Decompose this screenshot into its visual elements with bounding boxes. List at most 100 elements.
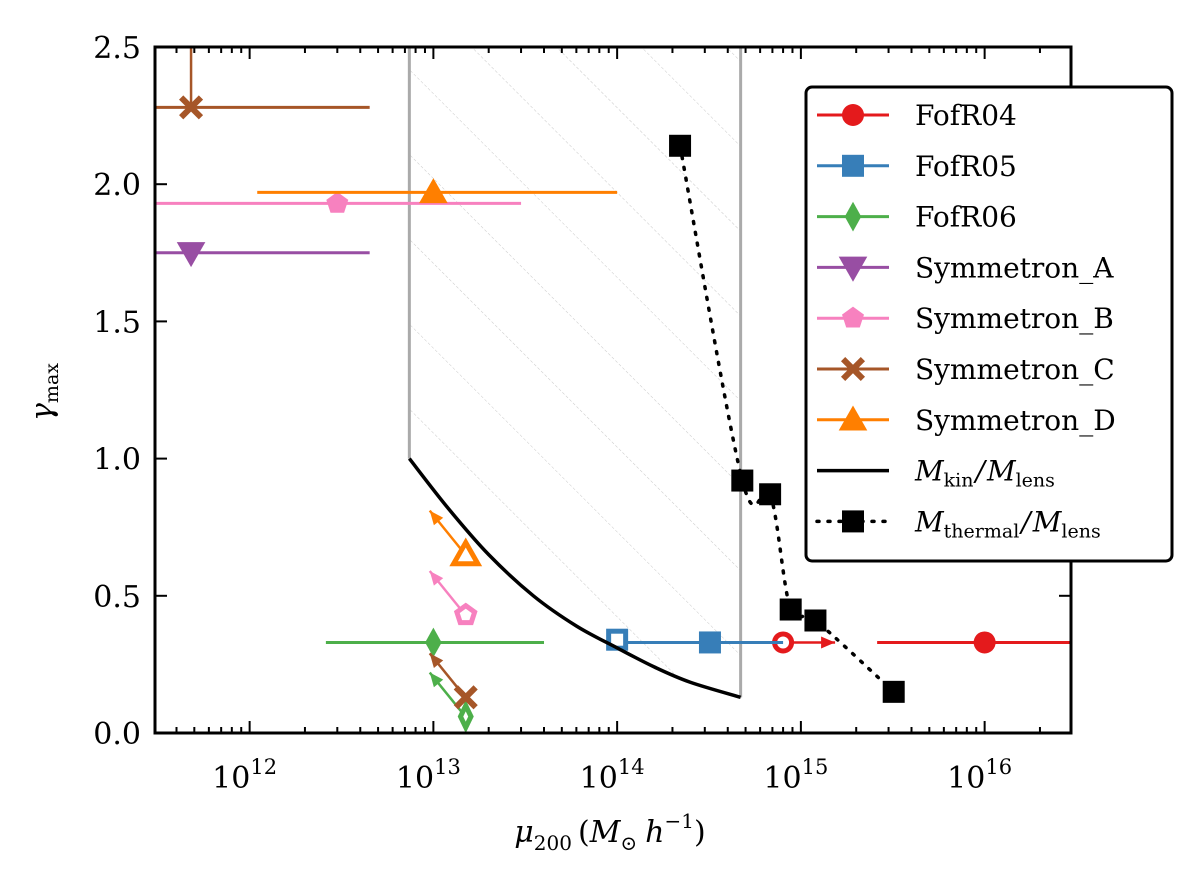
series-symmetron-b xyxy=(155,191,522,626)
legend-marker xyxy=(838,256,868,282)
legend-label-main2: M xyxy=(1032,505,1063,538)
legend-marker xyxy=(844,201,862,232)
legend-item: Symmetron_C xyxy=(817,353,1115,386)
legend-item: Symmetron_A xyxy=(817,251,1114,284)
legend-label: FofR05 xyxy=(915,150,1017,183)
y-tick-label: 1.0 xyxy=(93,443,141,478)
data-point xyxy=(453,602,478,626)
series-fofr05 xyxy=(606,628,784,654)
x-axis-label: μ200 (M⊙ h−1) xyxy=(514,809,705,855)
legend-item: FofR05 xyxy=(817,150,1017,183)
x-tick-exponent: 16 xyxy=(985,755,1012,779)
y-tick-label: 0.5 xyxy=(93,580,141,615)
x-tick-label: 1015 xyxy=(763,755,828,796)
legend-item: Mkin/Mlens xyxy=(817,455,1055,492)
series-fofr06 xyxy=(325,627,545,733)
arrow-head xyxy=(429,571,444,586)
data-point xyxy=(973,631,996,654)
y-tick-label: 2.5 xyxy=(93,31,141,66)
legend-marker xyxy=(842,104,864,126)
x-tick-exponent: 15 xyxy=(802,755,829,779)
legend-item: Symmetron_D xyxy=(817,404,1116,437)
arrow-up xyxy=(185,29,197,108)
x-tick-exponent: 13 xyxy=(434,755,461,779)
legend-label: Symmetron_D xyxy=(915,404,1116,437)
thermal-point xyxy=(731,469,754,492)
x-label-symbol: μ xyxy=(514,815,534,850)
x-tick-base: 10 xyxy=(396,761,434,796)
arrow-head xyxy=(429,672,444,688)
arrow-head xyxy=(429,653,444,668)
x-tick-label: 1013 xyxy=(396,755,461,796)
x-tick-base: 10 xyxy=(212,761,250,796)
y-axis-title: γmax xyxy=(25,363,63,421)
legend-label-main: M xyxy=(914,505,945,538)
legend: FofR04 FofR05 FofR06 Symmetron_A Symmetron_B… xyxy=(804,85,1174,563)
series-symmetron-a xyxy=(155,242,370,268)
legend-marker xyxy=(842,154,864,177)
data-point xyxy=(449,537,483,567)
legend-item: FofR06 xyxy=(817,201,1017,234)
data-point xyxy=(698,631,721,654)
legend-marker xyxy=(838,405,868,431)
kin-curve xyxy=(407,457,742,700)
legend-label: Symmetron_B xyxy=(915,302,1114,335)
x-label-unit-sub: ⊙ xyxy=(620,831,637,855)
arrow-head xyxy=(185,29,197,43)
arrow-up-left xyxy=(428,570,465,614)
plot-area xyxy=(155,29,1071,733)
legend-label: Mkin/Mlens xyxy=(914,455,1055,492)
legend-label-sep: / xyxy=(1018,505,1033,538)
arrow-up-left xyxy=(428,509,465,554)
x-label-paren-close: ) xyxy=(694,815,706,850)
legend-item: Symmetron_B xyxy=(817,302,1114,335)
x-label-sub: 200 xyxy=(534,831,572,855)
y-tick-label: 1.5 xyxy=(93,305,141,340)
x-axis: 1012 1013 1014 1015 1016 xyxy=(175,47,1041,796)
y-tick-label: 2.0 xyxy=(93,168,141,203)
legend-label-sub: kin xyxy=(944,470,974,492)
legend-label: FofR04 xyxy=(915,99,1017,132)
y-axis-label: γmax xyxy=(25,363,63,421)
thermal-point xyxy=(669,134,692,157)
x-tick-base: 10 xyxy=(763,761,801,796)
x-label-h: h xyxy=(645,815,664,850)
legend-box xyxy=(804,85,1174,563)
y-label-symbol: γ xyxy=(25,403,60,421)
x-tick-exponent: 14 xyxy=(618,755,645,779)
data-point xyxy=(419,178,448,204)
data-point xyxy=(326,191,349,213)
series-symmetron-d xyxy=(257,178,618,567)
legend-label-sub2: lens xyxy=(1061,520,1100,542)
x-label-unit: M xyxy=(589,815,622,850)
x-tick-label: 1016 xyxy=(947,755,1012,796)
series-m-kin-m-lens xyxy=(407,457,742,700)
data-point xyxy=(453,685,478,710)
legend-item: FofR04 xyxy=(817,99,1017,132)
hatched-region xyxy=(409,47,741,698)
data-point xyxy=(425,627,442,658)
arrow-head xyxy=(429,510,444,526)
legend-marker xyxy=(842,510,864,533)
legend-label: Symmetron_A xyxy=(915,251,1114,284)
series-fofr04 xyxy=(772,631,1071,654)
thermal-point xyxy=(759,483,782,506)
x-axis-title: μ200 (M⊙ h−1) xyxy=(514,809,705,855)
data-point xyxy=(176,242,206,268)
legend-label: FofR06 xyxy=(915,201,1017,234)
x-label-paren: ( xyxy=(578,815,590,850)
thermal-point xyxy=(779,598,802,621)
legend-item: Mthermal/Mlens xyxy=(815,505,1101,542)
legend-label: Symmetron_C xyxy=(915,353,1115,386)
thermal-point xyxy=(804,609,827,632)
y-label-sub: max xyxy=(41,363,63,403)
legend-label: Mthermal/Mlens xyxy=(914,505,1101,542)
series-m-thermal-m-lens xyxy=(669,134,905,703)
arrow-head xyxy=(821,636,836,649)
legend-marker xyxy=(842,306,864,328)
legend-label-sub: thermal xyxy=(944,520,1020,542)
legend-label-main2: M xyxy=(986,455,1017,488)
x-tick-base: 10 xyxy=(580,761,618,796)
legend-label-sep: / xyxy=(973,455,988,488)
